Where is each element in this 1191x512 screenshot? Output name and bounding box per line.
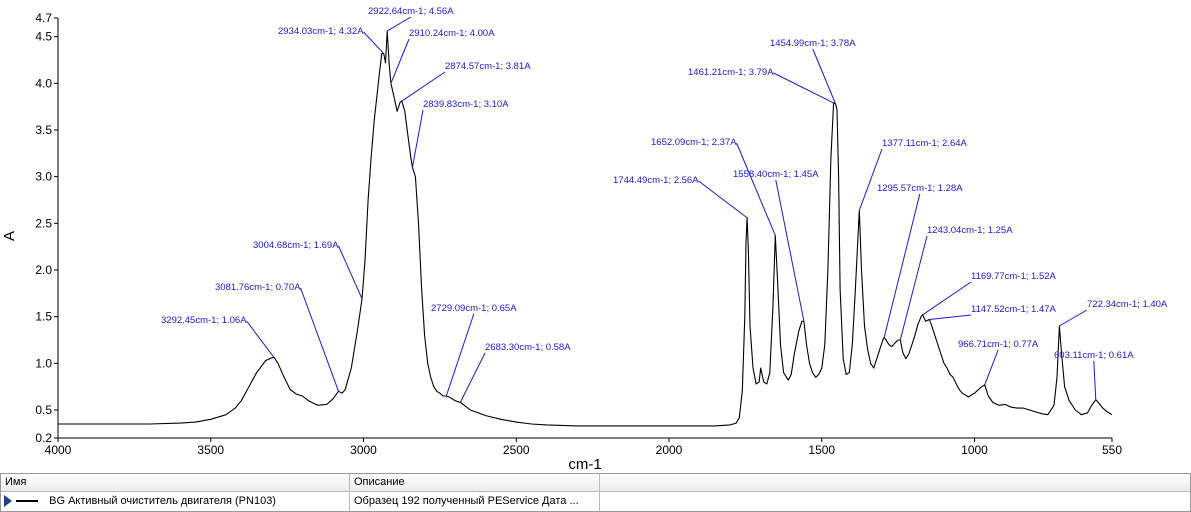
- peak-leader-line: [1093, 360, 1097, 400]
- x-tick-label: 4000: [45, 443, 72, 457]
- y-tick-label: 2.5: [35, 216, 52, 230]
- peak-label: 966.71cm-1; 0.77A: [958, 339, 1039, 350]
- spectra-list-table: Имя Описание BG Активный очиститель двиг…: [0, 473, 1191, 512]
- x-tick-label: 2500: [503, 443, 530, 457]
- row-empty-cell: [600, 492, 1190, 511]
- x-tick-label: 1500: [808, 443, 835, 457]
- peak-leader-line: [929, 314, 972, 320]
- peak-leader-line: [363, 31, 385, 54]
- series-line-swatch: [16, 500, 39, 503]
- peak-leader-line: [445, 313, 475, 397]
- y-tick-label: 1.5: [35, 310, 52, 324]
- peak-label: 1652.09cm-1; 2.37A: [651, 137, 737, 148]
- peak-label: 2874.57cm-1; 3.81A: [445, 61, 531, 72]
- peak-label: 1558.40cm-1; 1.45A: [733, 169, 819, 180]
- peak-label: 1454.99cm-1; 3.78A: [770, 38, 856, 49]
- peak-label: 2729.09cm-1; 0.65A: [431, 303, 517, 314]
- y-ticks: 0.2 0.5 1.0 1.5 2.0 2.5 3.0 3.5 4.0 4.5 4.7: [35, 11, 58, 445]
- peak-leader-line: [300, 287, 339, 392]
- peak-leader-line: [922, 281, 972, 316]
- x-tick-label: 550: [1102, 443, 1122, 457]
- row-name-cell[interactable]: BG Активный очиститель двигателя (PN103): [1, 492, 350, 511]
- spectrum-chart: 4000 3500 3000 2500 2000 1500 1000 550 0.2 0.5 1.…: [1, 6, 1168, 471]
- peak-leader-line: [775, 179, 805, 322]
- peak-label: 1744.49cm-1; 2.56A: [613, 175, 699, 186]
- peak-label: 722.34cm-1; 1.40A: [1087, 299, 1168, 310]
- y-tick-label: 0.5: [35, 403, 52, 417]
- spectrum-line-0: [58, 30, 1113, 427]
- peak-leader-line: [984, 349, 999, 385]
- peak-label: 1169.77cm-1; 1.52A: [971, 271, 1057, 282]
- peak-label: 2683.30cm-1; 0.58A: [485, 342, 571, 353]
- chart-svg: 4000 3500 3000 2500 2000 1500 1000 550 0.2 0.5 1.…: [1, 6, 1168, 471]
- peak-leader-line: [899, 235, 928, 341]
- peak-label: 3004.68cm-1; 1.69A: [253, 240, 339, 251]
- y-tick-label: 3.5: [35, 123, 52, 137]
- peak-leader-line: [338, 245, 363, 300]
- column-header-empty: [600, 474, 1190, 491]
- peak-label: 603.11cm-1; 0.61A: [1054, 350, 1134, 361]
- peak-label: 1461.21cm-1; 3.79A: [688, 67, 774, 78]
- peak-label: 3292.45cm-1; 1.06A: [161, 315, 247, 326]
- peak-label: 2910.24cm-1; 4.00A: [409, 28, 495, 39]
- y-tick-label: 4.0: [35, 76, 52, 90]
- y-tick-label: 4.5: [35, 30, 52, 44]
- peak-leader-line: [1059, 309, 1088, 327]
- peak-leader-line: [246, 320, 275, 359]
- y-axis-title: A: [1, 231, 18, 241]
- x-tick-label: 3500: [197, 443, 224, 457]
- table-row[interactable]: BG Активный очиститель двигателя (PN103)…: [1, 492, 1190, 511]
- peak-label: 2934.03cm-1; 4.32A: [278, 26, 364, 37]
- peak-label: 3081.76cm-1; 0.70A: [215, 282, 301, 293]
- peak-label: 2922.64cm-1; 4.56A: [368, 6, 454, 17]
- x-tick-label: 2000: [656, 443, 683, 457]
- y-tick-label: 0.2: [35, 431, 52, 445]
- x-tick-label: 1000: [961, 443, 988, 457]
- peak-leader-line: [390, 38, 410, 84]
- column-header-name[interactable]: Имя: [1, 474, 350, 491]
- series: [58, 30, 1113, 427]
- x-axis-title: cm-1: [568, 456, 601, 471]
- x-ticks: 4000 3500 3000 2500 2000 1500 1000 550: [45, 438, 1122, 457]
- row-selector-arrow-icon: [4, 495, 12, 508]
- column-header-description[interactable]: Описание: [350, 474, 600, 491]
- peak-label: 1147.52cm-1; 1.47A: [971, 304, 1057, 315]
- y-tick-label: 1.0: [35, 356, 52, 370]
- peak-leader-line: [411, 109, 424, 168]
- table-header: Имя Описание: [1, 474, 1190, 492]
- row-description-cell[interactable]: Образец 192 полученный PEService Дата ..…: [350, 492, 600, 511]
- peak-leader-line: [698, 180, 748, 219]
- y-tick-label: 3.0: [35, 170, 52, 184]
- peak-label: 1243.04cm-1; 1.25A: [927, 225, 1013, 236]
- row-name-text: BG Активный очиститель двигателя (PN103): [49, 495, 276, 507]
- peak-leader-line: [736, 142, 776, 236]
- y-tick-label: 4.7: [35, 11, 52, 25]
- peak-label: 1377.11cm-1; 2.64A: [882, 138, 968, 149]
- peak-leader-line: [883, 193, 921, 338]
- peak-leader-line: [773, 72, 834, 104]
- peak-annotations: 2922.64cm-1; 4.56A 2934.03cm-1; 4.32A 2910…: [161, 6, 1168, 403]
- peak-leader-line: [386, 16, 412, 32]
- axes: [57, 18, 1112, 439]
- peak-label: 2839.83cm-1; 3.10A: [423, 99, 509, 110]
- peak-leader-line: [459, 352, 486, 403]
- x-tick-label: 3000: [350, 443, 377, 457]
- peak-leader-line: [812, 48, 836, 105]
- peak-leader-line: [858, 148, 883, 211]
- peak-label: 1295.57cm-1; 1.28A: [877, 183, 963, 194]
- peak-leader-line: [401, 71, 446, 102]
- y-tick-label: 2.0: [35, 263, 52, 277]
